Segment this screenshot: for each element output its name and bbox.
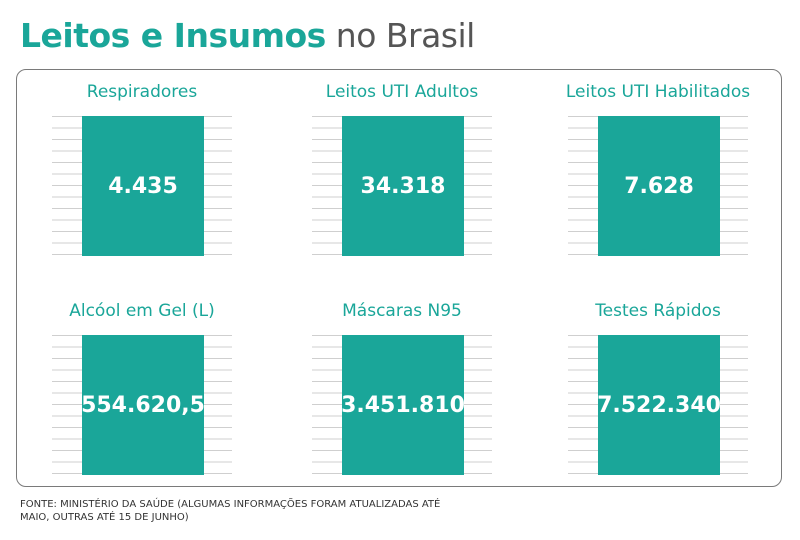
stat-value-box: 554.620,5 xyxy=(81,335,205,475)
page-title-light: no Brasil xyxy=(335,16,476,55)
stat-value-box: 7.522.340 xyxy=(597,335,721,475)
stat-label: Alcóol em Gel (L) xyxy=(69,301,215,321)
stat-card-alcool-gel: Alcóol em Gel (L) 554.620,5 xyxy=(32,289,252,479)
stat-value: 7.628 xyxy=(624,173,694,199)
stat-value: 4.435 xyxy=(108,173,178,199)
stat-value: 554.620,5 xyxy=(81,392,205,418)
source-note-line-2: MAIO, OUTRAS ATÉ 15 DE JUNHO) xyxy=(20,512,189,523)
stat-value-box: 3.451.810 xyxy=(341,335,465,475)
stat-value-box: 34.318 xyxy=(342,116,464,256)
stat-value-box: 7.628 xyxy=(598,116,720,256)
page-title: Leitos e Insumos no Brasil xyxy=(20,14,475,58)
stat-card-leitos-uti-habilitados: Leitos UTI Habilitados 7.628 xyxy=(548,70,768,260)
stat-card-testes-rapidos: Testes Rápidos 7.522.340 xyxy=(548,289,768,479)
source-note-line-1: FONTE: MINISTÉRIO DA SAÚDE (ALGUMAS INFO… xyxy=(20,499,441,510)
stat-value: 7.522.340 xyxy=(597,392,721,418)
stat-card-mascaras-n95: Máscaras N95 3.451.810 xyxy=(292,289,512,479)
page-title-bold: Leitos e Insumos xyxy=(20,16,326,55)
stat-value: 34.318 xyxy=(360,173,446,199)
stat-label: Máscaras N95 xyxy=(342,301,462,321)
stat-value-box: 4.435 xyxy=(82,116,204,256)
stat-card-respiradores: Respiradores 4.435 xyxy=(32,70,252,260)
stat-card-leitos-uti-adultos: Leitos UTI Adultos 34.318 xyxy=(292,70,512,260)
stat-label: Respiradores xyxy=(86,82,198,102)
stat-label: Testes Rápidos xyxy=(595,301,721,321)
stat-label: Leitos UTI Habilitados xyxy=(565,82,751,102)
stats-panel: Respiradores 4.435 Leitos UTI Adultos 34… xyxy=(16,69,782,487)
source-note: FONTE: MINISTÉRIO DA SAÚDE (ALGUMAS INFO… xyxy=(20,498,490,524)
stat-label: Leitos UTI Adultos xyxy=(325,82,479,102)
stat-value: 3.451.810 xyxy=(341,392,465,418)
